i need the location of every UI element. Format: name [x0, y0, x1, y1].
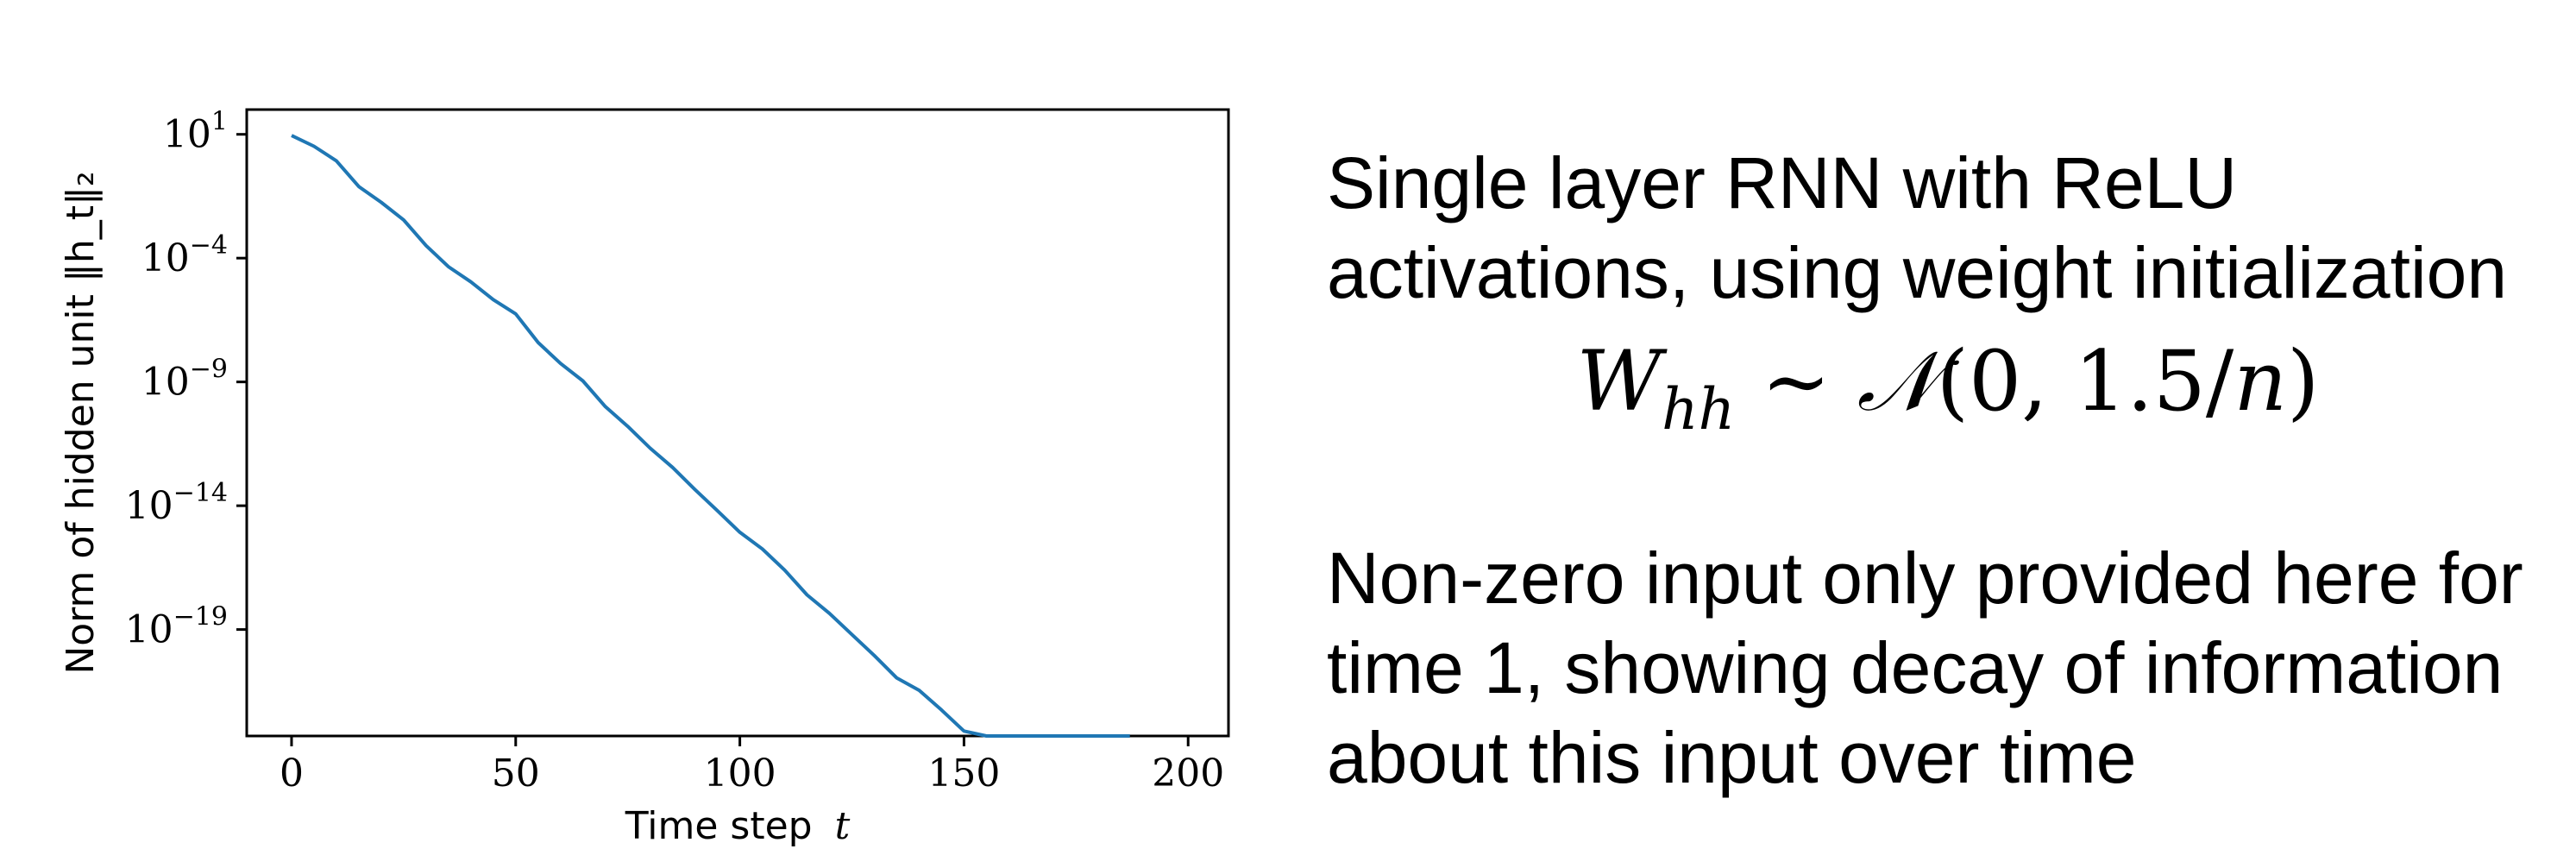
x-tick-label-0: 0 [280, 752, 304, 796]
y-tick-label-0: 101 [163, 107, 228, 157]
caption-top: Single layer RNN with ReLU activations, … [1327, 142, 2508, 313]
x-tick-label-2: 100 [704, 752, 776, 796]
y-tick-label-1: 10−4 [141, 230, 228, 280]
y-axis: 101 10−4 10−9 10−14 10−19 [125, 107, 247, 652]
y-tick-label-3: 10−14 [125, 478, 228, 528]
formula-args-variable: n [2234, 333, 2288, 430]
formula-close: ) [2287, 333, 2320, 430]
formula-args: (0, 1.5/ [1936, 333, 2234, 430]
y-tick-label-2: 10−9 [141, 355, 228, 405]
x-tick-label-3: 150 [927, 752, 1000, 796]
plot-area [245, 108, 1230, 738]
formula-lhs-subscript: hh [1662, 376, 1736, 443]
x-tick-label-1: 50 [492, 752, 540, 796]
x-axis-label: Time step t [625, 804, 851, 848]
y-axis-label: Norm of hidden unit ‖h_t‖₂ [59, 171, 103, 674]
weight-init-formula: Whh ∼ 𝒩(0, 1.5/n) [1327, 333, 2569, 438]
series-line-0 [291, 134, 1130, 738]
y-tick-label-4: 10−19 [125, 602, 228, 652]
chart: 0 50 100 150 200 101 10−4 10−9 10−14 10−19 Time … [59, 107, 1230, 848]
plot-frame [245, 108, 1230, 738]
caption-bottom: Non-zero input only provided here for ti… [1327, 538, 2523, 798]
formula-distribution: 𝒩 [1857, 333, 1937, 430]
x-tick-label-4: 200 [1152, 752, 1224, 796]
formula-relation: ∼ [1761, 333, 1831, 430]
x-axis-label-text: Time step [625, 804, 813, 848]
series-layer [291, 134, 1130, 738]
x-axis: 0 50 100 150 200 [280, 736, 1224, 796]
formula-lhs: W [1576, 333, 1662, 430]
x-axis-label-variable: t [835, 804, 851, 848]
